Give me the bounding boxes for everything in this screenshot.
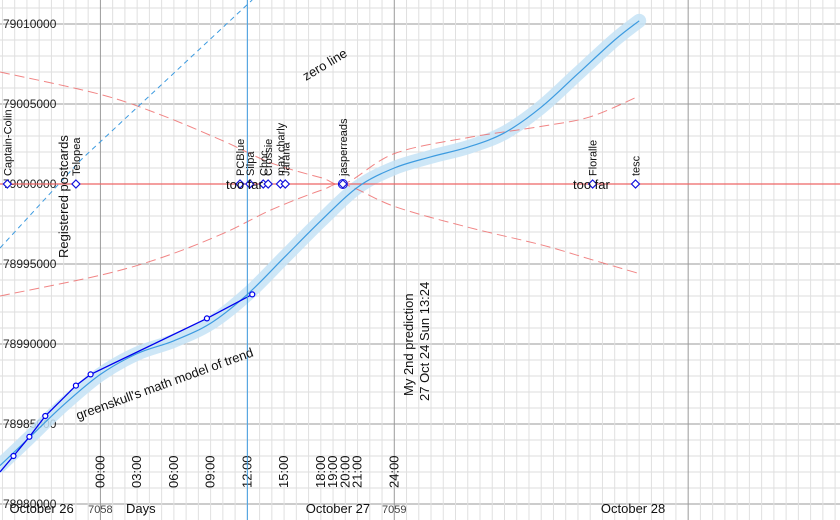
y-tick-label: 78980000 xyxy=(3,497,57,511)
actual-series-point xyxy=(42,412,49,420)
participant-highlight-ring xyxy=(337,179,348,189)
x-time-tick-label: 21:00 xyxy=(350,455,365,488)
participant-label: Silpa xyxy=(245,151,257,176)
participant-marker xyxy=(235,179,245,189)
envelope-curves xyxy=(0,71,640,297)
participant-label: Choc xyxy=(258,150,270,176)
participant-marker xyxy=(263,179,274,189)
participant-marker xyxy=(630,179,641,189)
trend-line xyxy=(0,20,640,467)
y-tick-label: 79010000 xyxy=(3,17,57,31)
participant-label: max charly xyxy=(275,122,287,176)
too-far-left-label: too far xyxy=(226,177,264,192)
y-tick-label: 79005000 xyxy=(3,97,57,111)
participant-label: Captain-Colin xyxy=(2,109,14,176)
actual-series-point xyxy=(203,315,211,322)
participant-marker xyxy=(2,179,13,189)
y-tick-label: 78995000 xyxy=(3,257,57,271)
actual-series-point xyxy=(87,371,94,378)
participant-label: PCBlue xyxy=(235,139,247,176)
participant-label: Crossie xyxy=(263,139,275,176)
participant-marker xyxy=(244,179,255,189)
participant-label: Floralle xyxy=(588,140,600,176)
x-time-tick-label: 19:00 xyxy=(325,455,340,488)
zero-line-label: zero line xyxy=(300,45,350,83)
participant-label: Telopea xyxy=(71,137,83,176)
prediction-label-line1: My 2nd prediction xyxy=(401,293,416,396)
x-time-tick-label: 09:00 xyxy=(203,455,218,488)
actual-series-point xyxy=(10,452,17,460)
x-time-tick-label: 00:00 xyxy=(92,455,107,488)
trend-model-label: greenskull's math model of trend xyxy=(74,345,255,423)
participant-label: jasperreads xyxy=(338,118,350,177)
x-bottom-label: Days xyxy=(126,501,156,516)
actual-series xyxy=(0,291,256,473)
envelope-lower-curve xyxy=(0,183,640,297)
x-bottom-label: 7059 xyxy=(382,504,406,516)
participant-marker xyxy=(71,179,81,189)
x-time-tick-label: 15:00 xyxy=(276,455,291,488)
zero-line-path xyxy=(0,0,253,249)
actual-series-line xyxy=(0,293,253,473)
participant-label: tesc xyxy=(631,155,643,176)
x-time-tick-label: 18:00 xyxy=(313,455,328,488)
x-bottom-label: October 28 xyxy=(601,501,665,516)
x-time-tick-label: 20:00 xyxy=(337,455,352,488)
prediction-label-line2: 27 Oct 24 Sun 13:24 xyxy=(417,282,432,401)
x-bottom-label: 7058 xyxy=(88,504,112,516)
x-time-tick-label: 03:00 xyxy=(129,455,144,488)
participant-label: Jarana xyxy=(280,141,292,176)
too-far-right-label: too far xyxy=(573,177,611,192)
x-time-tick-label: 06:00 xyxy=(166,455,181,488)
y-tick-label: 78990000 xyxy=(3,337,57,351)
x-time-tick-label: 12:00 xyxy=(239,455,254,488)
x-bottom-label: October 26 xyxy=(9,501,73,516)
envelope-upper-curve xyxy=(0,71,640,185)
trend-model xyxy=(0,20,640,467)
x-bottom-label: October 27 xyxy=(306,501,370,516)
actual-series-point xyxy=(26,433,33,440)
x-time-tick-label: 24:00 xyxy=(386,455,401,488)
participant-marker xyxy=(280,179,291,189)
participant-marker xyxy=(587,179,598,189)
actual-series-point xyxy=(72,382,80,389)
zero-line xyxy=(0,0,253,249)
actual-series-point xyxy=(249,291,256,298)
registered-postcards-label: Registered postcards xyxy=(56,135,71,258)
